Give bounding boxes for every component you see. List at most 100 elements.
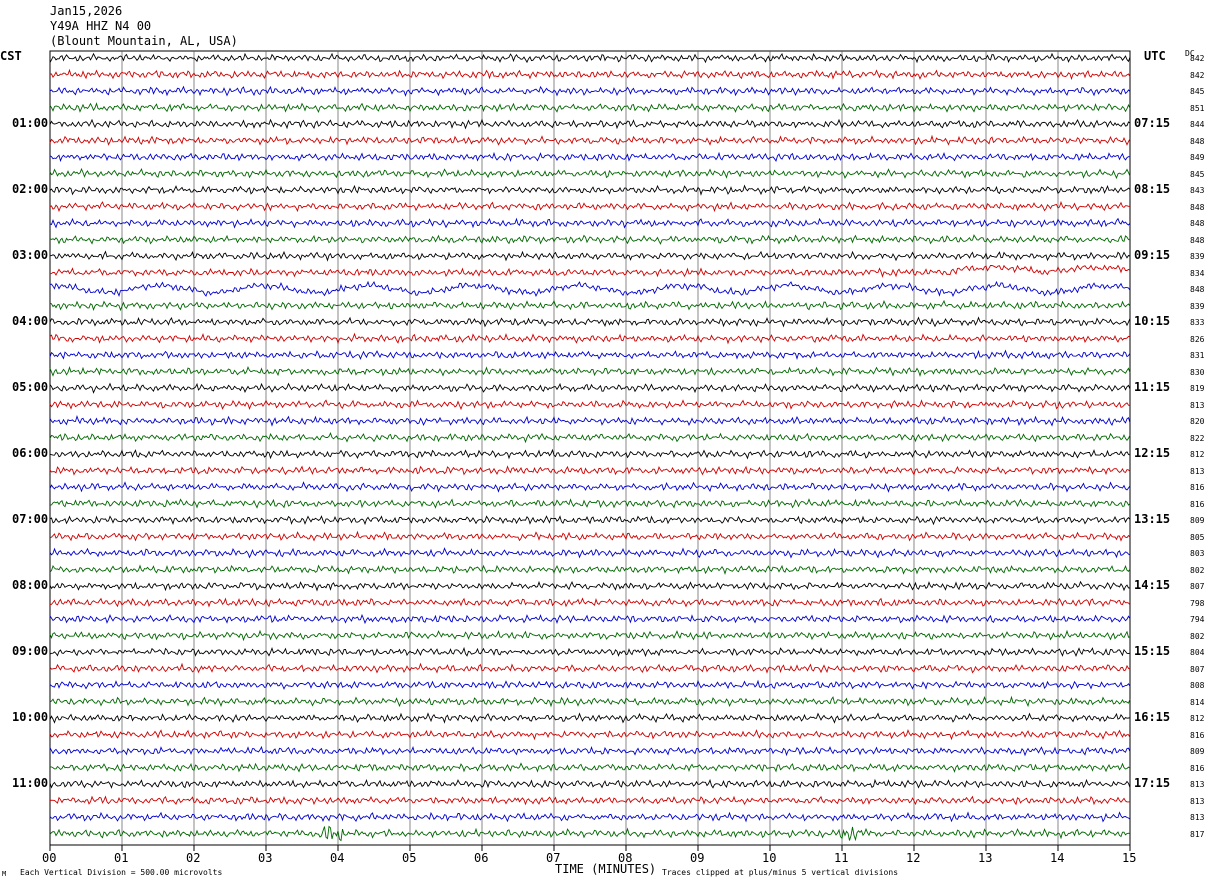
dc-value: 813: [1190, 466, 1205, 476]
x-tick-label: 00: [42, 851, 57, 865]
seismic-trace: [49, 679, 1131, 690]
seismic-trace: [49, 414, 1131, 427]
seismic-trace: [49, 365, 1131, 377]
seismic-trace: [49, 564, 1131, 575]
left-timezone-label: CST: [0, 49, 22, 63]
x-tick-label: 12: [906, 851, 921, 865]
right-hour-label: 15:15: [1134, 644, 1171, 658]
left-hour-label: 09:00: [12, 644, 49, 658]
dc-value: 845: [1190, 87, 1205, 96]
seismic-trace: [49, 299, 1131, 312]
x-tick-label: 05: [402, 851, 417, 865]
seismic-trace: [49, 332, 1131, 345]
dc-value: 849: [1190, 153, 1205, 162]
seismic-trace: [49, 597, 1131, 608]
dc-value: 851: [1190, 103, 1205, 113]
dc-value: 794: [1190, 615, 1205, 624]
right-hour-label: 13:15: [1134, 512, 1171, 526]
dc-value: 848: [1190, 235, 1205, 245]
left-hour-label: 07:00: [12, 512, 49, 526]
location-label: (Blount Mountain, AL, USA): [50, 34, 238, 48]
dc-value: 826: [1190, 334, 1205, 344]
dc-value: 845: [1190, 169, 1205, 179]
dc-value: 816: [1190, 499, 1205, 509]
x-tick-label: 08: [618, 851, 633, 865]
dc-value: 814: [1190, 697, 1205, 707]
seismic-trace: [49, 778, 1131, 789]
seismic-trace: [49, 264, 1131, 278]
dc-value: 820: [1190, 417, 1205, 426]
left-hour-label: 01:00: [12, 116, 49, 130]
dc-value: 816: [1190, 730, 1205, 740]
left-hour-label: 11:00: [12, 776, 49, 790]
dc-value: 812: [1190, 714, 1205, 723]
dc-value: 809: [1190, 747, 1205, 756]
seismic-trace: [49, 580, 1131, 592]
seismic-trace: [49, 481, 1131, 493]
seismic-trace: [49, 52, 1131, 64]
left-hour-label: 05:00: [12, 380, 49, 394]
dc-value: 807: [1190, 582, 1205, 591]
x-tick-label: 14: [1050, 851, 1065, 865]
dc-value: 809: [1190, 516, 1205, 525]
seismic-trace: [49, 662, 1131, 674]
seismic-trace: [49, 349, 1131, 361]
dc-value: 813: [1190, 796, 1205, 806]
seismic-trace: [49, 134, 1131, 146]
x-tick-label: 11: [834, 851, 849, 865]
footer-clip-note: Traces clipped at plus/minus 5 vertical …: [662, 868, 899, 877]
seismic-trace: [49, 448, 1131, 460]
dc-value: 848: [1190, 202, 1205, 212]
seismic-trace: [49, 646, 1131, 658]
right-hour-label: 09:15: [1134, 248, 1171, 262]
dc-value: 842: [1190, 70, 1205, 80]
footer-mark: M: [2, 870, 7, 878]
dc-header-label: DC: [1185, 49, 1195, 58]
seismic-trace: [49, 729, 1131, 741]
left-hour-label: 10:00: [12, 710, 49, 724]
right-hour-label: 17:15: [1134, 776, 1171, 790]
dc-value: 839: [1190, 301, 1205, 311]
dc-value: 817: [1190, 829, 1205, 839]
dc-value: 830: [1190, 367, 1205, 377]
dc-value: 822: [1190, 433, 1205, 443]
left-hour-label: 03:00: [12, 248, 49, 262]
seismic-trace: [49, 498, 1131, 509]
dc-value: 802: [1190, 631, 1205, 641]
date-label: Jan15,2026: [50, 4, 123, 18]
dc-value: 798: [1190, 598, 1205, 608]
dc-value: 813: [1190, 813, 1205, 822]
x-tick-label: 13: [978, 851, 993, 865]
seismic-trace: [49, 200, 1130, 213]
dc-value: 848: [1190, 219, 1205, 228]
x-tick-label: 07: [546, 851, 561, 865]
dc-value: 812: [1190, 450, 1205, 459]
dc-value: 813: [1190, 400, 1205, 410]
dc-value: 839: [1190, 252, 1205, 261]
left-hour-label: 04:00: [12, 314, 49, 328]
seismic-trace: [49, 712, 1131, 724]
seismic-trace: [49, 547, 1131, 559]
x-tick-label: 09: [690, 851, 705, 865]
dc-value: 816: [1190, 483, 1205, 492]
seismic-trace: [50, 68, 1131, 81]
dc-value: 816: [1190, 763, 1205, 773]
dc-value: 807: [1190, 664, 1205, 674]
seismic-trace: [49, 316, 1131, 328]
seismic-trace: [49, 217, 1131, 229]
seismic-trace: [49, 515, 1131, 526]
seismic-trace: [49, 280, 1131, 298]
left-hour-label: 08:00: [12, 578, 49, 592]
seismic-trace: [49, 382, 1131, 394]
seismic-trace: [49, 85, 1131, 97]
seismic-trace: [49, 613, 1131, 625]
left-hour-label: 02:00: [12, 182, 49, 196]
x-axis-label: TIME (MINUTES): [555, 862, 657, 876]
x-tick-label: 01: [114, 851, 129, 865]
right-hour-label: 07:15: [1134, 116, 1171, 130]
station-label: Y49A HHZ N4 00: [50, 19, 152, 33]
plot-frame: [49, 50, 1131, 846]
x-tick-label: 06: [474, 851, 489, 865]
dc-value: 848: [1190, 285, 1205, 294]
